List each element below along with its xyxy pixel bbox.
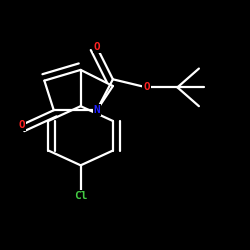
Text: Cl: Cl: [74, 191, 88, 201]
Text: O: O: [94, 42, 100, 52]
Text: O: O: [18, 120, 25, 130]
Text: N: N: [94, 105, 100, 115]
Text: O: O: [143, 82, 150, 92]
